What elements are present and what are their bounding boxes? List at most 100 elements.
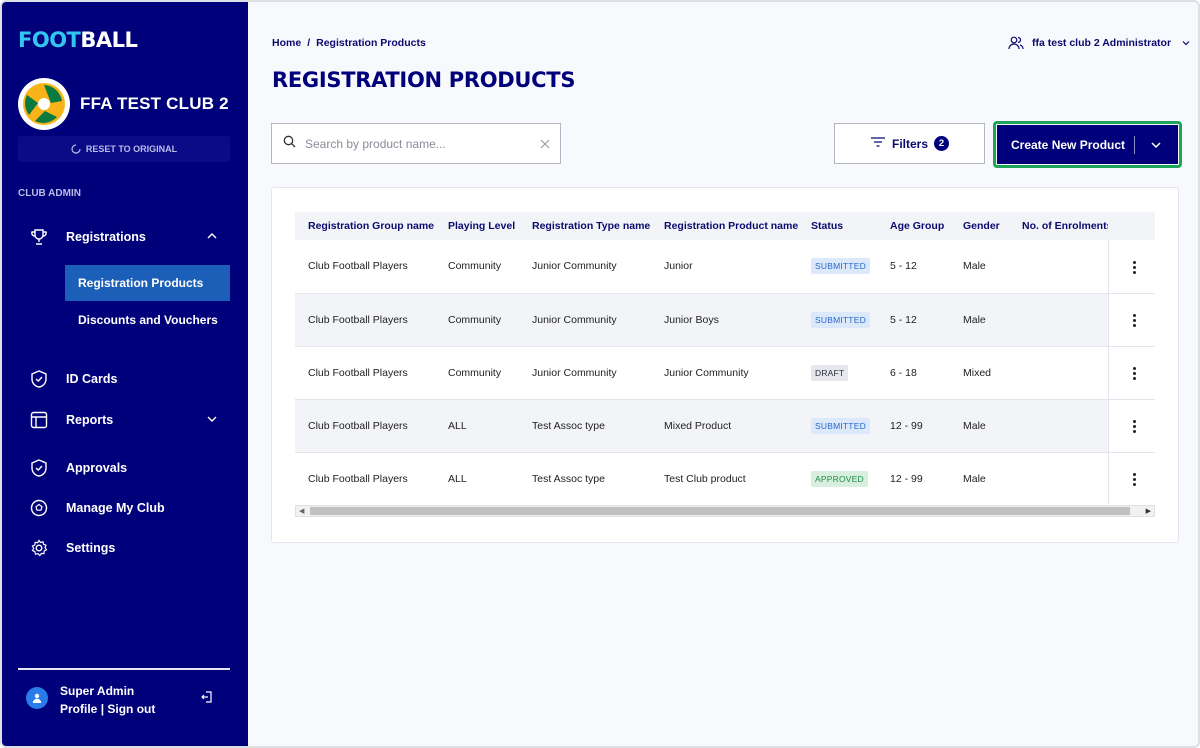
column-header[interactable]: Status: [798, 212, 877, 240]
gear-icon: [28, 537, 50, 559]
cell-age: 5 - 12: [877, 293, 950, 347]
football-logo[interactable]: FOOTBALL: [18, 28, 138, 52]
sidebar-item-reports[interactable]: Reports: [18, 405, 232, 435]
filters-button[interactable]: Filters 2: [834, 123, 985, 164]
user-links: Profile | Sign out: [60, 702, 155, 716]
clear-search-icon[interactable]: [539, 137, 551, 155]
column-header[interactable]: Gender: [950, 212, 1009, 240]
more-vertical-icon[interactable]: [1124, 364, 1144, 384]
cell-level: Community: [435, 346, 519, 400]
cell-gender: Male: [950, 399, 1009, 453]
sidebar-item-settings[interactable]: Settings: [18, 533, 232, 563]
reset-to-original-button[interactable]: RESET TO ORIGINAL: [18, 136, 230, 162]
sidebar-item-label: Reports: [66, 413, 114, 427]
sidebar-item-id-cards[interactable]: ID Cards: [18, 364, 232, 394]
cell-group: Club Football Players: [295, 346, 435, 400]
shield-check-icon: [28, 368, 50, 390]
products-card: Registration Group name Playing Level Re…: [271, 187, 1179, 543]
scroll-right-arrow-icon[interactable]: ▶: [1145, 508, 1151, 515]
link-separator: |: [100, 702, 105, 716]
club-name: FFA TEST CLUB 2: [80, 94, 229, 113]
table-row[interactable]: Club Football Players ALL Test Assoc type M…: [295, 399, 1155, 453]
more-vertical-icon[interactable]: [1124, 470, 1144, 490]
cell-level: Community: [435, 240, 519, 294]
cell-level: Community: [435, 293, 519, 347]
table-header-row: Registration Group name Playing Level Re…: [295, 212, 1155, 240]
avatar[interactable]: [26, 687, 48, 709]
sidebar-item-registrations[interactable]: Registrations: [18, 222, 232, 252]
cell-type: Test Assoc type: [519, 452, 651, 504]
sidebar-item-approvals[interactable]: Approvals: [18, 453, 232, 483]
column-header[interactable]: Registration Group name: [295, 212, 435, 240]
scrollbar-thumb[interactable]: [310, 507, 1130, 515]
sidebar-item-discounts-vouchers[interactable]: Discounts and Vouchers: [78, 313, 218, 327]
cell-type: Test Assoc type: [519, 399, 651, 453]
status-cell: DRAFT: [798, 346, 877, 400]
chevron-up-icon[interactable]: [206, 230, 218, 245]
status-cell: SUBMITTED: [798, 293, 877, 347]
status-cell: SUBMITTED: [798, 399, 877, 453]
table-row[interactable]: Club Football Players Community Junior Com…: [295, 293, 1155, 347]
more-vertical-icon[interactable]: [1124, 311, 1144, 331]
cell-enrolments: [1009, 293, 1108, 347]
breadcrumb-separator: /: [307, 37, 311, 49]
breadcrumb-home[interactable]: Home: [272, 37, 302, 49]
column-header[interactable]: No. of Enrolments: [1009, 212, 1108, 240]
chevron-down-icon[interactable]: [206, 413, 218, 428]
sign-out-link[interactable]: Sign out: [107, 702, 156, 716]
logout-icon[interactable]: [200, 690, 214, 709]
cell-enrolments: [1009, 240, 1108, 294]
user-icon: [32, 693, 42, 703]
cell-level: ALL: [435, 452, 519, 504]
status-cell: APPROVED: [798, 452, 877, 504]
column-header[interactable]: Registration Type name: [519, 212, 651, 240]
sidebar-divider: [18, 668, 230, 670]
breadcrumb: Home / Registration Products: [272, 37, 426, 49]
sidebar-item-label: ID Cards: [66, 372, 118, 386]
search-box: [271, 123, 561, 164]
cell-level: ALL: [435, 399, 519, 453]
table-row[interactable]: Club Football Players Community Junior Com…: [295, 346, 1155, 400]
sidebar-item-label: Approvals: [66, 461, 128, 475]
scroll-left-arrow-icon[interactable]: ◀: [299, 508, 305, 515]
cell-product: Test Club product: [651, 452, 798, 504]
cell-gender: Male: [950, 293, 1009, 347]
filters-count-badge: 2: [934, 136, 949, 151]
users-icon: [1008, 36, 1024, 50]
sidebar-item-label: Settings: [66, 541, 116, 555]
more-vertical-icon[interactable]: [1124, 417, 1144, 437]
section-label-club-admin: CLUB ADMIN: [18, 188, 81, 199]
profile-link[interactable]: Profile: [60, 702, 98, 716]
more-vertical-icon[interactable]: [1124, 258, 1144, 278]
cell-product: Junior Boys: [651, 293, 798, 347]
cell-type: Junior Community: [519, 293, 651, 347]
sidebar-item-registration-products[interactable]: Registration Products: [65, 265, 230, 301]
table-row[interactable]: Club Football Players ALL Test Assoc type T…: [295, 452, 1155, 504]
page-title: REGISTRATION PRODUCTS: [272, 68, 576, 92]
account-menu[interactable]: ffa test club 2 Administrator: [1008, 36, 1191, 50]
actions-column-header: [1108, 212, 1155, 240]
breadcrumb-current: Registration Products: [316, 37, 426, 49]
table-icon: [28, 409, 50, 431]
cell-group: Club Football Players: [295, 452, 435, 504]
reset-label: RESET TO ORIGINAL: [85, 144, 178, 154]
column-header[interactable]: Registration Product name: [651, 212, 798, 240]
sidebar-item-manage-my-club[interactable]: Manage My Club: [18, 493, 232, 523]
table-row[interactable]: Club Football Players Community Junior Com…: [295, 240, 1155, 294]
filter-icon: [870, 136, 886, 151]
row-actions-cell: [1107, 452, 1155, 504]
horizontal-scrollbar[interactable]: ◀ ▶: [295, 505, 1155, 517]
status-badge: APPROVED: [811, 470, 868, 487]
sidebar-item-label: Manage My Club: [66, 501, 165, 515]
chevron-down-icon[interactable]: [1150, 139, 1162, 154]
cell-product: Junior Community: [651, 346, 798, 400]
cell-group: Club Football Players: [295, 240, 435, 294]
cell-age: 12 - 99: [877, 399, 950, 453]
column-header[interactable]: Age Group: [877, 212, 950, 240]
cell-enrolments: [1009, 452, 1108, 504]
column-header[interactable]: Playing Level: [435, 212, 519, 240]
cell-type: Junior Community: [519, 240, 651, 294]
logo-part-2: BALL: [80, 28, 138, 52]
create-new-product-button[interactable]: Create New Product: [997, 125, 1178, 164]
search-input[interactable]: [305, 136, 525, 151]
